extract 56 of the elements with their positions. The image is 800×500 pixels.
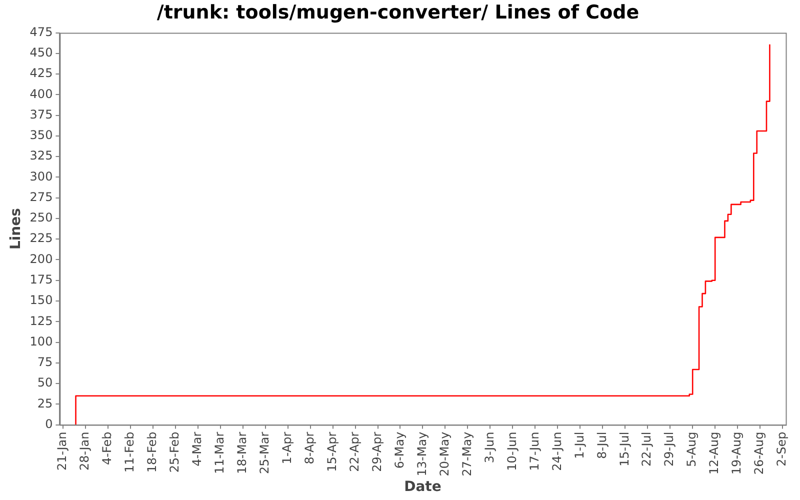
x-tick-label: 10-Jun [504,432,519,471]
x-tick-label: 12-Aug [707,432,722,475]
x-tick-label: 1-Apr [280,432,294,464]
x-tick-label: 3-Jun [482,432,496,464]
y-tick-label: 150 [30,293,53,308]
y-tick-label: 75 [37,355,53,370]
x-tick-label: 22-Jul [640,432,654,467]
y-tick-label: 350 [30,128,53,142]
x-tick-label: 24-Jun [550,432,564,471]
x-tick-label: 11-Mar [212,432,226,474]
x-tick-label: 29-Jul [662,432,676,467]
x-tick-label: 5-Aug [684,432,699,467]
x-tick-label: 11-Feb [122,432,137,473]
y-tick-label: 325 [30,148,53,163]
x-tick-label: 6-May [392,432,406,469]
y-tick-label: 100 [30,334,53,348]
y-tick-label: 50 [37,376,53,390]
y-tick-label: 250 [30,210,53,225]
x-tick-label: 8-Apr [302,432,316,464]
x-tick-label: 13-May [414,432,429,476]
y-tick-label: 375 [30,107,53,122]
x-tick-label: 22-Apr [347,432,362,472]
x-tick-label: 21-Jan [55,432,70,471]
x-tick-label: 17-Jun [527,432,542,471]
x-tick-label: 26-Aug [752,432,766,475]
y-tick-label: 0 [45,416,53,431]
x-tick-label: 27-May [460,432,474,476]
y-tick-label: 175 [30,272,53,286]
x-tick-label: 18-Feb [144,432,159,473]
y-tick-label: 400 [30,86,53,101]
x-axis-title: Date [404,479,442,496]
x-tick-label: 28-Jan [78,432,92,471]
y-tick-label: 425 [30,66,53,80]
x-tick-label: 18-Mar [234,432,249,474]
y-tick-label: 25 [37,396,53,410]
x-tick-label: 8-Jul [594,432,609,459]
y-tick-label: 225 [30,231,53,246]
y-tick-label: 200 [30,252,53,266]
x-tick-label: 4-Mar [190,432,204,466]
x-tick-label: 1-Jul [572,432,586,459]
x-tick-label: 15-Jul [617,432,632,467]
chart-title: /trunk: tools/mugen-converter/ Lines of Code [156,1,640,24]
x-tick-label: 4-Feb [100,432,114,466]
x-tick-label: 25-Mar [257,432,272,474]
x-tick-label: 19-Aug [730,432,744,475]
x-tick-label: 20-May [437,432,452,476]
x-tick-label: 25-Feb [167,432,182,473]
y-tick-label: 475 [30,24,53,39]
y-tick-label: 450 [30,46,53,60]
x-tick-label: 29-Apr [370,432,384,472]
y-axis-title: Lines [8,208,24,250]
x-tick-label: 15-Apr [324,432,339,472]
y-tick-label: 300 [30,169,53,184]
y-tick-label: 125 [30,314,53,328]
x-tick-label: 2-Sep [774,432,789,466]
y-tick-label: 275 [30,190,53,204]
